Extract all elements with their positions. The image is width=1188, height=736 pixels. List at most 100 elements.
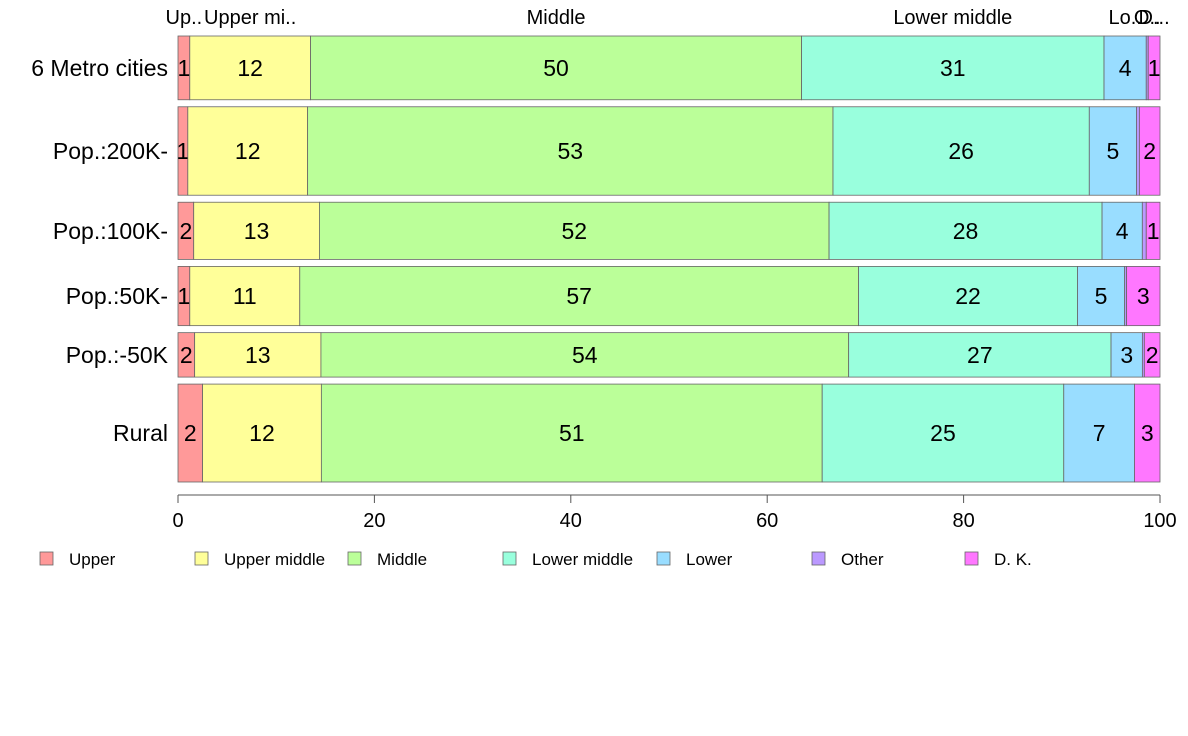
data-label: 27 xyxy=(967,342,993,368)
bar-segment xyxy=(1063,383,1135,483)
data-label: 3 xyxy=(1137,283,1150,309)
data-label: 3 xyxy=(1120,342,1133,368)
top-series-label: Middle xyxy=(527,7,586,29)
bar-segment xyxy=(189,35,311,101)
top-series-label: Up.. xyxy=(166,7,203,29)
x-tick-label: 40 xyxy=(560,510,582,532)
data-label: 50 xyxy=(543,55,569,81)
data-label: 52 xyxy=(561,218,587,244)
bar-segment xyxy=(848,332,1112,378)
data-label: 1 xyxy=(1148,55,1161,81)
x-tick-label: 60 xyxy=(756,510,778,532)
data-label: 12 xyxy=(237,55,263,81)
data-label: 1 xyxy=(1147,218,1160,244)
legend-swatch xyxy=(964,551,979,566)
data-label: 54 xyxy=(572,342,598,368)
y-axis: 6 Metro cities Pop.:200K- Pop.:100K- Pop.:5… xyxy=(31,55,168,446)
bar-segment xyxy=(801,35,1105,101)
bar-segment xyxy=(1138,106,1161,196)
bar-segment xyxy=(1101,201,1143,260)
y-tick-label: Pop.:100K- xyxy=(53,218,168,244)
bar-segment xyxy=(189,266,301,327)
data-label: 12 xyxy=(235,138,261,164)
legend-label: Lower xyxy=(686,550,733,569)
data-label: 31 xyxy=(940,55,966,81)
top-series-label: Lo.. xyxy=(1108,7,1141,29)
legend-label: Upper middle xyxy=(224,550,325,569)
data-label: 7 xyxy=(1093,420,1106,446)
legend: Upper Upper middle Middle Lower middle Lower… xyxy=(39,550,1032,569)
bar-segment xyxy=(187,106,309,196)
data-label: 12 xyxy=(249,420,275,446)
data-label: 26 xyxy=(948,138,974,164)
x-tick-label: 100 xyxy=(1143,510,1176,532)
data-label: 3 xyxy=(1141,420,1154,446)
data-label: 2 xyxy=(179,218,192,244)
y-tick-label: Rural xyxy=(113,420,168,446)
data-label: 2 xyxy=(184,420,197,446)
y-tick-label: 6 Metro cities xyxy=(31,55,168,81)
data-label: 4 xyxy=(1119,55,1132,81)
bar-segment xyxy=(1134,383,1161,483)
legend-label: Upper xyxy=(69,550,116,569)
top-series-label: Upper mi.. xyxy=(204,7,296,29)
data-label: 1 xyxy=(177,283,190,309)
data-label: 25 xyxy=(930,420,956,446)
bar-segment xyxy=(1110,332,1143,378)
data-label: 2 xyxy=(180,342,193,368)
legend-swatch xyxy=(194,551,209,566)
bar-segment xyxy=(194,332,322,378)
data-label: 22 xyxy=(955,283,981,309)
y-tick-label: Pop.:-50K xyxy=(66,342,169,368)
legend-label: Lower middle xyxy=(532,550,633,569)
legend-label: Other xyxy=(841,550,884,569)
data-label: 53 xyxy=(558,138,584,164)
top-series-label: D... xyxy=(1139,7,1170,29)
legend-label: D. K. xyxy=(994,550,1032,569)
bar-segment xyxy=(307,106,834,196)
plot-area: 1 12 50 31 4 11 12 53 26 5 22 13 52 28 4 11 11 57 22 5 32 13 5… xyxy=(177,35,1161,483)
bar-segment xyxy=(193,201,320,260)
bar-segment xyxy=(832,106,1090,196)
top-series-labels: Up.. Upper mi.. Middle Lower middle Lo..O..D… xyxy=(166,7,1170,29)
x-tick-label: 80 xyxy=(952,510,974,532)
top-series-label: Lower middle xyxy=(893,7,1012,29)
data-label: 2 xyxy=(1146,342,1159,368)
bar-segment xyxy=(320,332,850,378)
bar-segment xyxy=(1126,266,1161,327)
data-label: 5 xyxy=(1106,138,1119,164)
x-tick-label: 20 xyxy=(363,510,385,532)
bar-segment xyxy=(1136,106,1140,196)
bar-segment xyxy=(1088,106,1137,196)
bar-segment xyxy=(1103,35,1147,101)
legend-swatch xyxy=(811,551,826,566)
bar-segment xyxy=(299,266,859,327)
legend-swatch xyxy=(347,551,362,566)
data-label: 57 xyxy=(566,283,592,309)
bar-segment xyxy=(1141,201,1147,260)
data-label: 1 xyxy=(177,138,190,164)
legend-swatch xyxy=(39,551,54,566)
data-label: 1 xyxy=(177,55,190,81)
data-label: 4 xyxy=(1116,218,1129,244)
bar-segment xyxy=(319,201,830,260)
bar-segment xyxy=(177,383,203,483)
bar-segment xyxy=(1145,201,1161,260)
bar-segment xyxy=(1143,332,1161,378)
data-label: 13 xyxy=(245,342,271,368)
legend-label: Middle xyxy=(377,550,427,569)
bar-segment xyxy=(1147,35,1161,101)
data-label: 11 xyxy=(233,283,257,309)
data-label: 51 xyxy=(559,420,585,446)
top-series-label: O.. xyxy=(1134,7,1161,29)
bar-segment xyxy=(1077,266,1126,327)
bar-segment xyxy=(320,383,823,483)
bar-segment xyxy=(858,266,1078,327)
legend-swatch xyxy=(656,551,671,566)
data-label: 2 xyxy=(1143,138,1156,164)
bar-segment xyxy=(310,35,802,101)
bar-segment xyxy=(202,383,322,483)
data-label: 5 xyxy=(1095,283,1108,309)
y-tick-label: Pop.:200K- xyxy=(53,138,168,164)
